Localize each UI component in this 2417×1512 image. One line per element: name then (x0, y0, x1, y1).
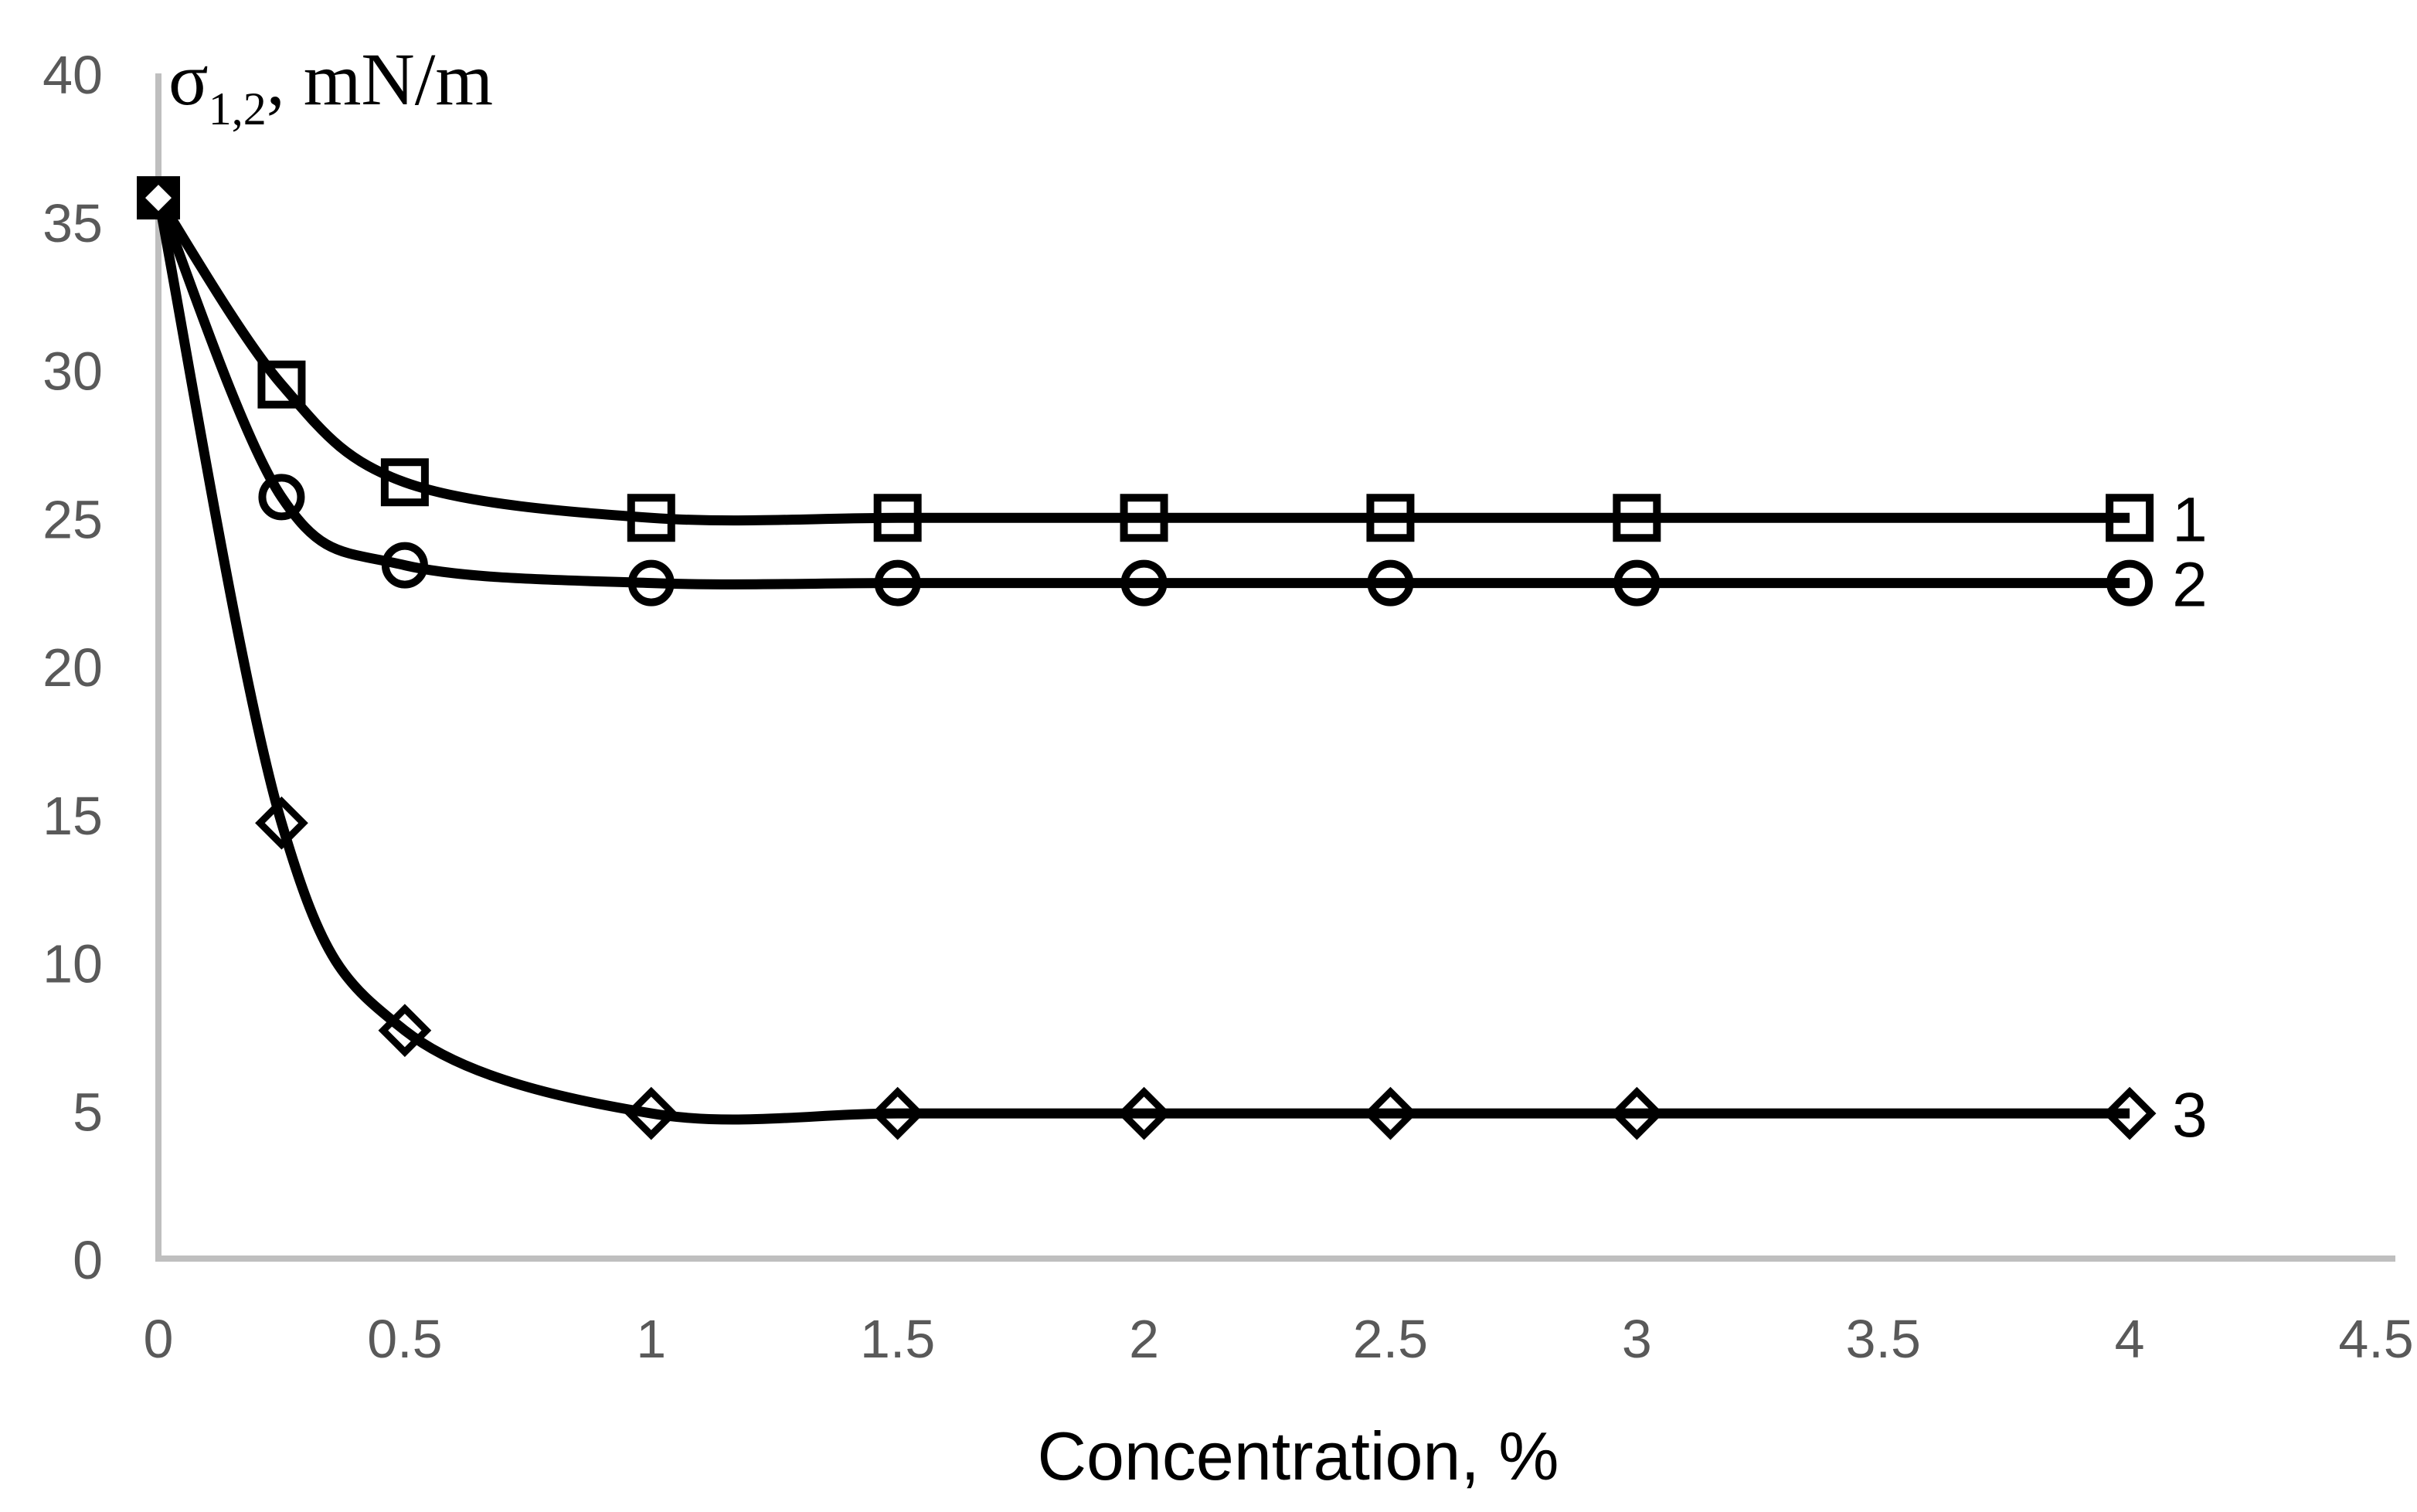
series-1-square-marker (1120, 494, 1168, 542)
x-tick-label: 2.5 (1353, 1309, 1428, 1369)
x-tick-label: 4.5 (2338, 1309, 2413, 1369)
series-lines (153, 195, 2130, 1125)
series-2-circle-marker (1613, 559, 1661, 606)
y-tick-label: 40 (42, 45, 103, 105)
y-tick-label: 25 (42, 489, 103, 549)
x-tick-label: 1.5 (860, 1309, 935, 1369)
x-axis-tick-labels: 0 0.5 1 1.5 2 2.5 3 3.5 4 4.5 (144, 1309, 2414, 1369)
series-1-square-marker (380, 458, 429, 507)
series-2-circle-marker (381, 542, 428, 589)
x-tick-label: 1 (636, 1309, 666, 1369)
y-tick-label: 35 (42, 193, 103, 253)
y-tick-label: 10 (42, 934, 103, 994)
series-3-diamond-marker (624, 1086, 678, 1140)
y-axis-tick-labels: 0 5 10 15 20 25 30 35 40 (42, 45, 103, 1290)
series-3-diamond-marker (871, 1086, 925, 1140)
y-tick-label: 15 (42, 786, 103, 846)
series-end-labels: 12 3 (2172, 484, 2208, 1150)
series-3-line (153, 196, 2130, 1125)
series-1-square-marker (627, 494, 675, 542)
series-2-line (153, 195, 2130, 590)
series-3-diamond-marker (255, 796, 308, 850)
series-2-circle-marker (627, 559, 675, 606)
series-3-diamond-marker (2103, 1086, 2157, 1140)
origin-diamond-highlight (145, 185, 172, 212)
y-tick-label: 5 (73, 1082, 103, 1142)
series-3-diamond-marker (1364, 1086, 1417, 1140)
series-2-circle-marker (1120, 559, 1168, 606)
series-1-square-marker (873, 494, 922, 542)
series-2-circle-marker (874, 559, 921, 606)
series-1-label: 1 (2172, 484, 2208, 555)
series-3-diamond-marker (378, 1004, 432, 1058)
series-2-label: 2 (2172, 550, 2208, 620)
x-tick-label: 4 (2115, 1309, 2145, 1369)
series-3-diamond-marker (1610, 1086, 1664, 1140)
y-title-symbol: σ (168, 38, 209, 121)
series-1-square-marker (257, 360, 306, 409)
series-2-circle-marker (2106, 559, 2154, 606)
x-tick-label: 0.5 (367, 1309, 442, 1369)
y-tick-label: 20 (42, 637, 103, 698)
series-2-circle-marker (1367, 559, 1414, 606)
series-1-square-marker (2106, 494, 2154, 542)
axes (155, 73, 2395, 1262)
y-title-units: , mN/m (267, 38, 493, 121)
y-axis-title: σ1,2, mN/m (168, 38, 493, 134)
series-1-square-marker (1366, 494, 1415, 542)
series-1-line (154, 195, 2130, 526)
x-tick-label: 0 (144, 1309, 174, 1369)
series-3-diamond-marker (1117, 1086, 1171, 1140)
y-title-subscript: 1,2 (209, 83, 267, 134)
x-tick-label: 3.5 (1846, 1309, 1921, 1369)
series-markers (137, 176, 2157, 1140)
x-axis-title: Concentration, % (1037, 1418, 1559, 1494)
series-2-circle-marker (258, 474, 305, 521)
series-3-label: 3 (2172, 1080, 2208, 1150)
y-tick-label: 30 (42, 341, 103, 402)
x-tick-label: 2 (1129, 1309, 1159, 1369)
y-tick-label: 0 (73, 1230, 103, 1290)
series-1-square-marker (1613, 494, 1661, 542)
x-tick-label: 3 (1622, 1309, 1652, 1369)
